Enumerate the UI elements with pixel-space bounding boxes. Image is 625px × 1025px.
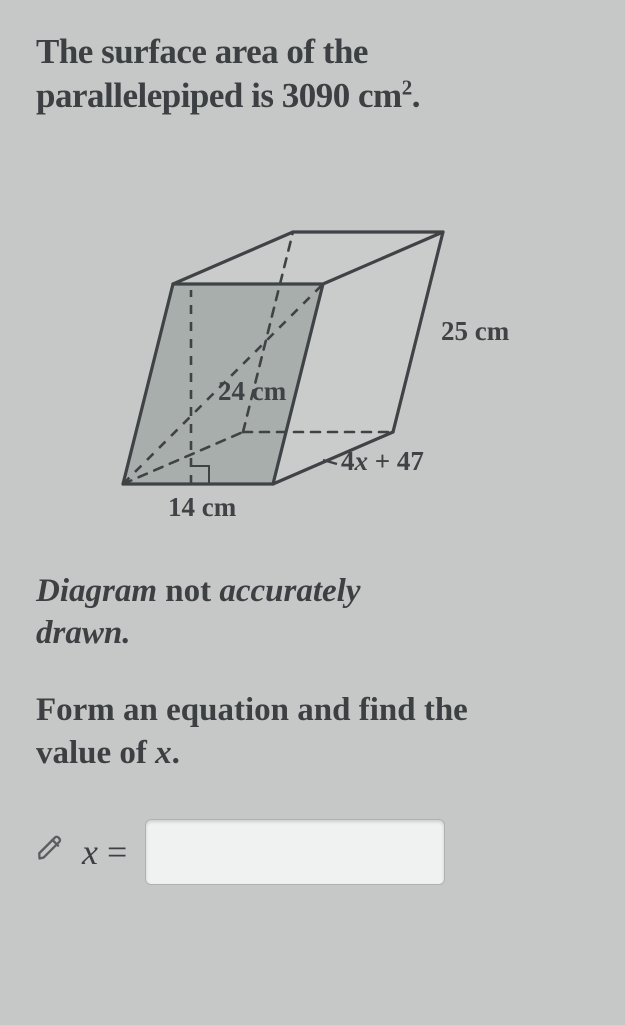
instr-2a: value of — [36, 735, 155, 771]
instruction: Form an equation and find the value of x… — [36, 689, 589, 775]
title-line-1: The surface area of the — [36, 30, 589, 74]
answer-input[interactable] — [145, 819, 445, 885]
pencil-icon — [36, 834, 64, 870]
title-period: . — [412, 76, 420, 115]
title-value: 3090 cm — [282, 76, 402, 115]
caption-c: accurately — [211, 573, 360, 609]
figure-wrap: 24 cm 14 cm 25 cm 4x + 47 — [36, 164, 589, 534]
svg-text:4x + 47: 4x + 47 — [341, 446, 424, 476]
title-line-2: parallelepiped is 3090 cm2. — [36, 74, 589, 118]
caption-not: not — [165, 573, 211, 609]
answer-row: x = — [36, 819, 589, 885]
svg-text:14 cm: 14 cm — [168, 492, 237, 522]
title-sup: 2 — [402, 75, 412, 99]
parallelepiped-diagram: 24 cm 14 cm 25 cm 4x + 47 — [73, 164, 553, 534]
title-text-a: parallelepiped is — [36, 76, 282, 115]
caption-a: Diagram — [36, 573, 165, 609]
instr-2b: . — [172, 735, 180, 771]
svg-text:24 cm: 24 cm — [218, 376, 287, 406]
instr-var: x — [155, 735, 172, 771]
caption: Diagram not accurately drawn. — [36, 570, 589, 656]
caption-2: drawn. — [36, 615, 130, 651]
svg-text:25 cm: 25 cm — [441, 316, 510, 346]
instr-1: Form an equation and find the — [36, 692, 468, 728]
answer-equation: x = — [82, 831, 127, 873]
answer-eq: = — [98, 832, 127, 872]
answer-var: x — [82, 832, 98, 872]
